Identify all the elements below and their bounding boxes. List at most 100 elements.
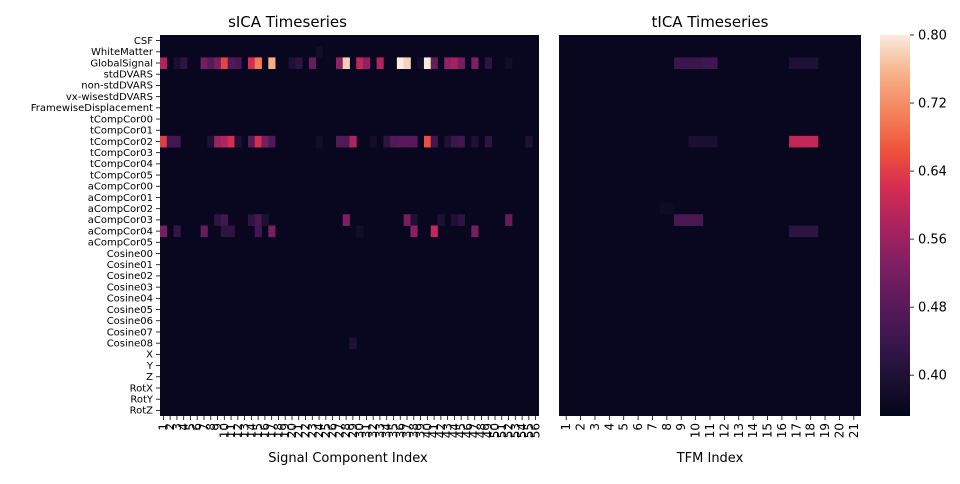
- column-label: 41: [427, 423, 441, 438]
- column-label: 5: [183, 423, 197, 431]
- column-label: 30: [353, 423, 367, 438]
- column-label: 7: [197, 423, 211, 431]
- row-label: Cosine03: [107, 282, 153, 293]
- heatmap-cell: [254, 57, 262, 70]
- row-label: GlobalSignal: [90, 58, 153, 69]
- colorbar-tick-label: 0.40: [918, 369, 947, 384]
- heatmap-cell: [390, 135, 398, 148]
- heatmap-cell: [268, 225, 276, 238]
- column-label: 1: [156, 423, 170, 431]
- heatmap-cell: [674, 57, 689, 70]
- column-label: 35: [386, 423, 400, 438]
- heatmap-cell: [410, 135, 418, 148]
- colorbar-tick-label: 0.72: [918, 97, 947, 112]
- row-label: CSF: [134, 36, 153, 47]
- column-label: 26: [326, 423, 340, 438]
- heatmap-cell: [471, 57, 479, 70]
- heatmap-cell: [268, 57, 276, 70]
- heatmap-cell: [342, 214, 350, 226]
- row-label: tCompCor03: [90, 148, 153, 159]
- heatmap-cell: [403, 57, 411, 70]
- row-label: tCompCor02: [90, 137, 153, 148]
- heatmap-cell: [220, 225, 229, 238]
- row-label: Cosine05: [107, 305, 153, 316]
- heatmap-cell: [803, 135, 819, 148]
- column-label: 14: [746, 423, 760, 438]
- heatmap-cell: [254, 135, 262, 148]
- column-label: 3: [170, 423, 184, 431]
- column-label: 9: [211, 423, 225, 431]
- column-label: 2: [163, 423, 177, 431]
- column-label: 3: [588, 423, 602, 431]
- column-label: 11: [224, 423, 238, 438]
- sica-column-labels: 1234567891011121314151617181920212223242…: [156, 416, 543, 438]
- column-label: 44: [447, 423, 461, 438]
- sica-heatmap: sICA Timeseries CSFWhiteMatterGlobalSign…: [31, 13, 543, 466]
- heatmap-cell: [410, 214, 418, 226]
- column-label: 42: [434, 423, 448, 438]
- column-label: 54: [515, 423, 529, 438]
- heatmap-cell: [444, 57, 452, 70]
- heatmap-cell: [396, 135, 405, 148]
- sica-xlabel: Signal Component Index: [268, 451, 428, 466]
- heatmap-cell: [335, 57, 344, 70]
- heatmap-cell: [803, 225, 819, 238]
- heatmap-cell: [268, 135, 276, 148]
- heatmap-cell: [180, 57, 188, 70]
- heatmap-cell: [220, 135, 229, 148]
- heatmap-cell: [342, 135, 350, 148]
- column-label: 20: [832, 423, 846, 438]
- heatmap-cell: [471, 135, 479, 148]
- row-label: Cosine07: [107, 327, 153, 338]
- column-label: 32: [366, 423, 380, 438]
- row-label: tCompCor05: [90, 170, 153, 181]
- heatmap-cell: [423, 57, 432, 70]
- column-label: 34: [380, 423, 394, 438]
- row-label: Y: [146, 361, 154, 372]
- column-label: 1: [559, 423, 573, 431]
- column-label: 7: [645, 423, 659, 431]
- colorbar-tick-label: 0.64: [918, 165, 947, 180]
- heatmap-cell: [688, 135, 704, 148]
- column-label: 40: [420, 423, 434, 438]
- row-label: tCompCor04: [90, 159, 153, 170]
- heatmap-cell: [261, 214, 269, 226]
- row-label: aCompCor00: [88, 182, 153, 193]
- column-label: 6: [631, 423, 645, 431]
- column-label: 16: [775, 423, 789, 438]
- heatmap-cell: [220, 214, 229, 226]
- heatmap-cell: [220, 57, 229, 70]
- column-label: 33: [373, 423, 387, 438]
- column-label: 17: [789, 423, 803, 438]
- heatmap-cell: [166, 135, 174, 148]
- heatmap-cell: [356, 57, 364, 70]
- colorbar: 0.40 0.48 0.56 0.64 0.72 0.80: [880, 29, 947, 416]
- heatmap-cell: [261, 135, 269, 148]
- heatmap-cell: [247, 135, 256, 148]
- tica-column-labels: 1 2 3 4 5 6 7 8 9 10 11 12 13 14 15 16 17 18 19 20 21: [559, 416, 861, 438]
- heatmap-cell: [315, 135, 323, 148]
- heatmap-cell: [227, 225, 235, 238]
- colorbar-tick-label: 0.56: [918, 233, 947, 248]
- heatmap-cell: [234, 57, 242, 70]
- column-label: 28: [339, 423, 353, 438]
- row-label: Cosine02: [107, 271, 153, 282]
- tica-title: tICA Timeseries: [652, 13, 769, 31]
- heatmap-cell: [674, 214, 689, 226]
- heatmap-cell: [430, 225, 438, 238]
- column-label: 19: [818, 423, 832, 438]
- column-label: 51: [495, 423, 509, 438]
- column-label: 23: [305, 423, 319, 438]
- column-label: 47: [468, 423, 482, 438]
- heatmap-cell: [247, 214, 256, 226]
- row-label: tCompCor00: [90, 114, 153, 125]
- row-label: X: [146, 350, 153, 361]
- heatmap-cell: [308, 57, 317, 70]
- column-label: 18: [804, 423, 818, 438]
- heatmap-cell: [173, 225, 181, 238]
- heatmap-cell: [207, 135, 215, 148]
- column-label: 25: [319, 423, 333, 438]
- row-label: non-stdDVARS: [81, 81, 153, 92]
- column-label: 11: [703, 423, 717, 438]
